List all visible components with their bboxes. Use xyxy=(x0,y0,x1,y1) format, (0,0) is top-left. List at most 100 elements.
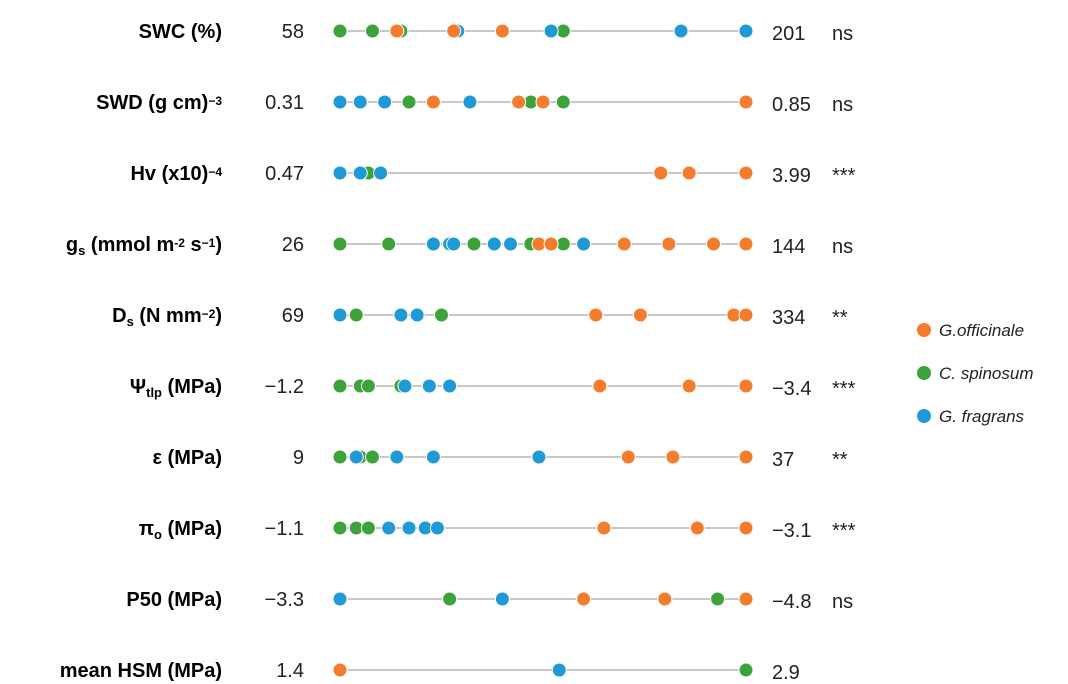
point-c-spinosum xyxy=(434,307,449,323)
point-g-officinale xyxy=(389,23,405,39)
point-g-officinale xyxy=(657,591,673,607)
point-g-officinale xyxy=(535,94,551,110)
row-label-sup: −3 xyxy=(208,94,222,108)
legend-item: G. fragrans xyxy=(917,407,1025,426)
point-g-fragrans xyxy=(389,449,405,465)
point-c-spinosum xyxy=(332,520,348,536)
row-label: πo (MPa) xyxy=(139,518,222,542)
point-c-spinosum xyxy=(381,236,397,252)
legend: G.officinale C. spinosum G. fragrans xyxy=(917,321,1033,426)
row-significance: ns xyxy=(832,23,853,45)
row-significance: *** xyxy=(832,520,856,542)
trait-row: gs (mmol m-2 s−1) 26 144 ns xyxy=(66,234,853,258)
row-label: P50 (MPa) xyxy=(126,589,222,611)
point-c-spinosum xyxy=(738,662,754,678)
row-significance: ns xyxy=(832,94,853,116)
point-g-fragrans xyxy=(409,307,425,323)
point-c-spinosum xyxy=(466,236,482,252)
row-label-tail: ) xyxy=(202,92,209,114)
point-g-officinale xyxy=(332,662,348,678)
row-label-sub: s xyxy=(127,314,134,329)
row-label-sup2: −1 xyxy=(202,236,216,250)
point-g-officinale xyxy=(620,449,636,465)
point-g-fragrans xyxy=(738,23,754,39)
row-label: gs (mmol m-2 s−1) xyxy=(66,234,222,258)
legend-item: C. spinosum xyxy=(917,364,1033,383)
point-c-spinosum xyxy=(332,378,348,394)
point-g-fragrans xyxy=(421,378,437,394)
row-label-tail2: ) xyxy=(215,305,222,327)
row-label-main: SWC (%) xyxy=(139,21,222,43)
row-max-value: 334 xyxy=(772,307,805,329)
row-significance: ** xyxy=(832,307,848,329)
row-max-value: 144 xyxy=(772,236,805,258)
legend-label: G. fragrans xyxy=(939,407,1025,426)
row-significance: *** xyxy=(832,165,856,187)
row-significance: ns xyxy=(832,591,853,613)
row-label: SWC (%) xyxy=(139,21,222,43)
point-g-officinale xyxy=(616,236,632,252)
point-c-spinosum xyxy=(364,23,380,39)
point-g-fragrans xyxy=(531,449,547,465)
row-min-value: −1.1 xyxy=(265,518,304,540)
row-label: Ψtlp (MPa) xyxy=(130,376,222,400)
point-g-officinale xyxy=(738,307,754,323)
point-g-fragrans xyxy=(462,94,478,110)
point-g-fragrans xyxy=(332,94,348,110)
point-g-fragrans xyxy=(543,23,559,39)
point-g-officinale xyxy=(689,520,705,536)
point-c-spinosum xyxy=(332,236,348,252)
row-significance: ** xyxy=(832,449,848,471)
point-g-fragrans xyxy=(401,520,417,536)
point-g-officinale xyxy=(661,236,677,252)
row-label-sup: -2 xyxy=(174,236,185,250)
row-min-value: 0.47 xyxy=(265,163,304,185)
row-label-tail: (N mm xyxy=(134,305,202,327)
row-label: Ds (N mm−2) xyxy=(112,305,222,329)
row-label-main: SWD (g cm xyxy=(96,92,202,114)
point-g-officinale xyxy=(511,94,527,110)
row-significance: *** xyxy=(832,378,856,400)
row-label-main: mean HSM (MPa) xyxy=(60,660,222,682)
row-min-value: 1.4 xyxy=(276,660,304,682)
point-c-spinosum xyxy=(555,94,571,110)
trait-row: P50 (MPa) −3.3 −4.8 ns xyxy=(126,589,853,613)
legend-marker xyxy=(917,323,931,337)
point-g-fragrans xyxy=(673,23,689,39)
row-label-tail: (MPa) xyxy=(162,376,222,398)
row-significance: ns xyxy=(832,236,853,258)
row-label-tail3: ) xyxy=(215,234,222,256)
row-label: mean HSM (MPa) xyxy=(60,660,222,682)
point-g-officinale xyxy=(738,94,754,110)
row-min-value: 0.31 xyxy=(265,92,304,114)
row-label-tail2: s xyxy=(185,234,202,256)
row-max-value: 2.9 xyxy=(772,662,800,684)
row-label-tail: (mmol m xyxy=(85,234,174,256)
point-g-fragrans xyxy=(332,165,348,181)
point-g-fragrans xyxy=(352,165,368,181)
point-g-fragrans xyxy=(348,449,364,465)
legend-item: G.officinale xyxy=(917,321,1024,340)
trait-row: ε (MPa) 9 37 ** xyxy=(153,447,848,471)
point-g-officinale xyxy=(592,378,608,394)
point-g-fragrans xyxy=(425,449,441,465)
point-c-spinosum xyxy=(401,94,417,110)
row-max-value: 37 xyxy=(772,449,794,471)
row-label-tail: ) xyxy=(202,163,209,185)
point-g-officinale xyxy=(632,307,648,323)
point-c-spinosum xyxy=(332,23,348,39)
point-g-officinale xyxy=(681,378,697,394)
point-g-fragrans xyxy=(551,662,567,678)
point-g-fragrans xyxy=(397,378,413,394)
point-g-fragrans xyxy=(576,236,592,252)
row-min-value: −1.2 xyxy=(265,376,304,398)
trait-row: SWC (%) 58 201 ns xyxy=(139,21,853,45)
row-label-main: π xyxy=(139,518,154,540)
point-c-spinosum xyxy=(360,378,376,394)
row-label-sub: s xyxy=(78,243,85,258)
point-g-officinale xyxy=(706,236,722,252)
point-c-spinosum xyxy=(332,449,348,465)
row-label-main: g xyxy=(66,234,78,256)
